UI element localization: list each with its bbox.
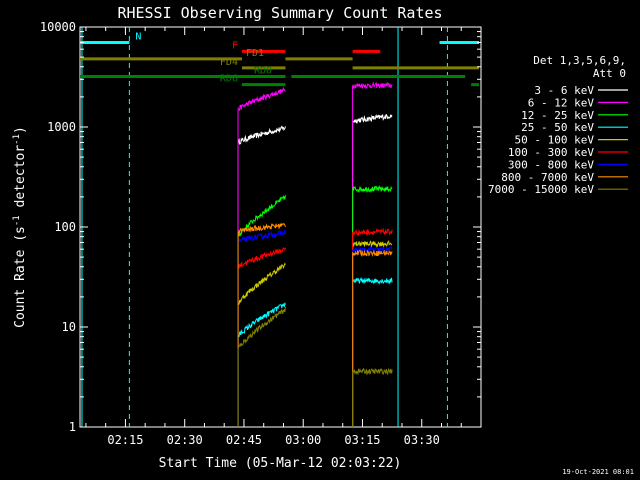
y-tick-label: 10000 bbox=[40, 20, 76, 34]
state-bars: N F FD1 FD4 RD0 RD6 bbox=[80, 31, 480, 87]
y-axis-label-mid: detector bbox=[13, 145, 28, 216]
state-label-fd4: FD4 bbox=[220, 57, 238, 68]
series-line-1-pass1 bbox=[237, 86, 286, 112]
x-tick-label: 03:30 bbox=[404, 433, 440, 447]
series-line-3-pass1 bbox=[237, 302, 286, 338]
state-label-f: F bbox=[232, 40, 238, 51]
series-line-5-pass2 bbox=[352, 227, 393, 237]
x-tick-label: 02:30 bbox=[167, 433, 203, 447]
y-tick-label: 10 bbox=[62, 320, 76, 334]
series-line-0-pass1 bbox=[237, 125, 286, 145]
chart-title: RHESSI Observing Summary Count Rates bbox=[117, 4, 442, 22]
legend-header-attenuator: Att 0 bbox=[593, 67, 626, 80]
series-line-7-pass1 bbox=[237, 222, 286, 236]
series-line-4-pass2 bbox=[352, 239, 393, 249]
y-axis: 1 10 100 1000 10000 bbox=[40, 20, 481, 434]
state-label-rd6: RD6 bbox=[220, 74, 238, 85]
y-tick-label: 100 bbox=[54, 220, 76, 234]
x-tick-label: 03:15 bbox=[344, 433, 380, 447]
series-line-4-pass1 bbox=[237, 262, 286, 306]
series-line-2-pass2 bbox=[352, 185, 393, 194]
x-axis-label: Start Time (05-Mar-12 02:03:22) bbox=[159, 456, 402, 471]
legend-entry-label: 7000 - 15000 keV bbox=[488, 183, 594, 196]
y-tick-label: 1 bbox=[69, 420, 76, 434]
series-line-5-pass1 bbox=[237, 246, 286, 269]
series-line-0-pass2 bbox=[352, 113, 393, 124]
state-label-rd0: RD0 bbox=[254, 65, 272, 76]
legend-entry-label: 50 - 100 keV bbox=[515, 134, 595, 147]
legend-entry-label: 3 - 6 keV bbox=[534, 84, 594, 97]
y-axis-label: Count Rate (s-1 detector-1) bbox=[12, 126, 28, 328]
series-line-3-pass2 bbox=[352, 276, 393, 286]
x-axis: 02:15 02:30 02:45 03:00 03:15 03:30 bbox=[85, 27, 482, 447]
y-axis-label-sup2: -1 bbox=[12, 134, 22, 145]
legend-entry-label: 25 - 50 keV bbox=[521, 121, 594, 134]
series-line-6-pass1 bbox=[237, 230, 286, 243]
legend-entry-label: 300 - 800 keV bbox=[508, 158, 594, 171]
y-axis-label-main: Count Rate (s bbox=[13, 226, 28, 328]
series-line-1-pass2 bbox=[352, 81, 393, 90]
state-label-fd1: FD1 bbox=[246, 48, 264, 59]
x-tick-label: 02:15 bbox=[107, 433, 143, 447]
legend-entry-label: 100 - 300 keV bbox=[508, 146, 594, 159]
legend-entry-label: 6 - 12 keV bbox=[528, 96, 595, 109]
legend-entry-label: 800 - 7000 keV bbox=[501, 171, 594, 184]
series-line-8-pass2 bbox=[352, 367, 393, 376]
legend-header-detectors: Det 1,3,5,6,9, bbox=[533, 54, 626, 67]
x-tick-label: 02:45 bbox=[226, 433, 262, 447]
generation-timestamp: 19-Oct-2021 08:01 bbox=[562, 468, 634, 476]
y-axis-label-sup1: -1 bbox=[12, 215, 22, 226]
x-tick-label: 03:00 bbox=[285, 433, 321, 447]
data-series bbox=[237, 81, 393, 427]
series-line-6-pass2 bbox=[352, 245, 393, 254]
y-axis-label-end: ) bbox=[13, 126, 28, 134]
state-label-n: N bbox=[135, 31, 141, 42]
y-tick-label: 1000 bbox=[47, 120, 76, 134]
legend-entry-label: 12 - 25 keV bbox=[521, 109, 594, 122]
series-line-8-pass1 bbox=[237, 306, 286, 350]
series-line-7-pass2 bbox=[352, 249, 393, 258]
